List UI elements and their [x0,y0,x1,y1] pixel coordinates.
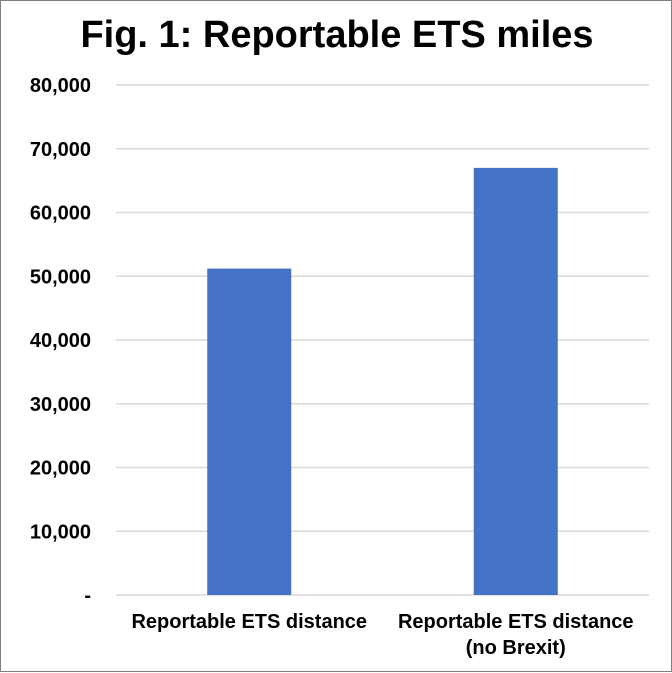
x-axis-tick-labels: Reportable ETS distance Reportable ETS di… [131,611,633,659]
bar [207,268,292,595]
y-tick-label: 50,000 [30,266,91,288]
gridlines [116,84,649,596]
y-tick-label: - [84,585,91,607]
y-tick-label: 20,000 [30,458,91,480]
y-axis-tick-labels: - 10,000 20,000 30,000 40,000 50,000 60,000 70,… [30,75,91,607]
chart-title: Fig. 1: Reportable ETS miles [80,14,594,56]
y-tick-label: 60,000 [30,203,91,225]
x-tick-label: Reportable ETS distance (no Brexit) [398,611,634,659]
bar [473,167,558,595]
y-tick-label: 30,000 [30,394,91,416]
bars [207,167,558,595]
x-tick-label: Reportable ETS distance [131,611,367,633]
y-tick-label: 10,000 [30,521,91,543]
y-tick-label: 70,000 [30,139,91,161]
y-tick-label: 40,000 [30,330,91,352]
y-tick-label: 80,000 [30,75,91,97]
